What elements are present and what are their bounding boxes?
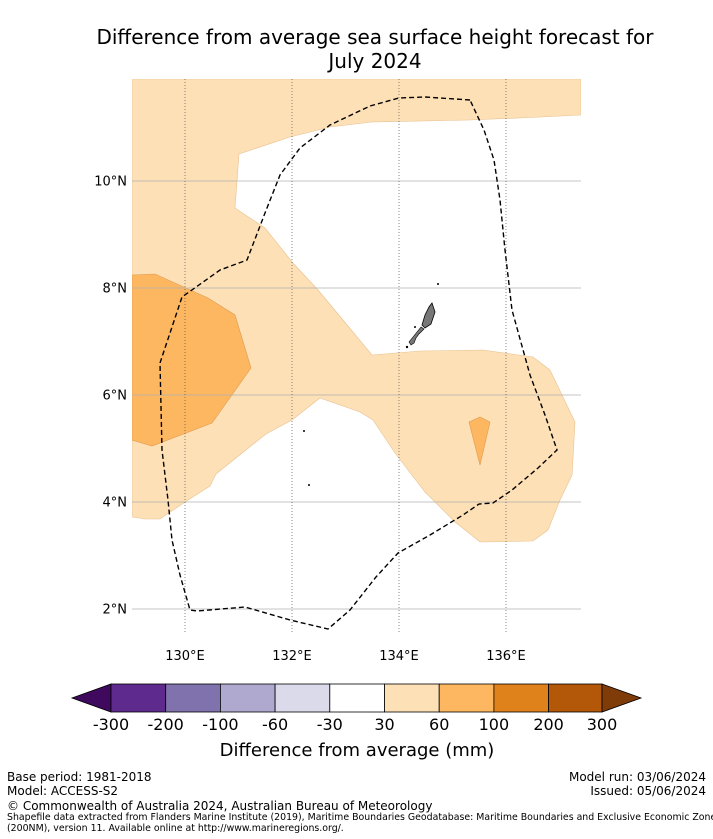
map-area <box>132 79 581 634</box>
lat-tick-label: 4°N <box>103 496 128 511</box>
island-chain <box>408 326 425 346</box>
issued-date: Issued: 05/06/2024 <box>590 784 706 798</box>
island-pulo-anna <box>308 484 310 486</box>
colorbar-segment <box>384 683 440 713</box>
island-sonsorol <box>303 430 305 432</box>
anomaly-30-60-north <box>132 79 581 543</box>
lat-tick-label: 2°N <box>103 603 128 618</box>
copyright: © Commonwealth of Australia 2024, Austra… <box>7 799 433 813</box>
colorbar-tick-labels: -300 -200 -100 -60 -30 30 60 100 200 300 <box>93 715 617 734</box>
lat-tick-label: 10°N <box>94 175 127 190</box>
shapefile-credit-line-2: (200NM), version 11. Available online at… <box>7 823 344 834</box>
base-period: Base period: 1981-2018 <box>7 770 152 784</box>
shapefile-credit-line-1: Shapefile data extracted from Flanders M… <box>7 812 713 823</box>
colorbar-tick: -60 <box>262 715 288 734</box>
lat-tick-label: 8°N <box>103 282 128 297</box>
colorbar-extend-low <box>70 683 112 713</box>
lat-axis-labels: 10°N 8°N 6°N 4°N 2°N <box>94 175 127 618</box>
colorbar-tick: -200 <box>148 715 184 734</box>
colorbar-tick: 30 <box>374 715 394 734</box>
island-small <box>414 326 416 328</box>
island-kayangel <box>437 283 439 285</box>
lat-tick-label: 6°N <box>103 389 128 404</box>
map-title-line-2: July 2024 <box>328 49 422 73</box>
colorbar-tick: 60 <box>429 715 449 734</box>
anomaly-60-100-east <box>468 416 491 466</box>
lon-tick-label: 134°E <box>379 649 419 664</box>
map-title-line-1: Difference from average sea surface heig… <box>96 25 654 49</box>
colorbar-tick: -100 <box>202 715 238 734</box>
colorbar-tick: 100 <box>479 715 510 734</box>
island-angaur <box>405 345 409 349</box>
colorbar-segment <box>438 683 495 713</box>
colorbar-tick: 300 <box>587 715 618 734</box>
island-babeldaob <box>421 302 436 329</box>
colorbar-tick: -300 <box>93 715 129 734</box>
colorbar-segment <box>165 683 221 713</box>
colorbar-segment <box>274 683 331 713</box>
colorbar-segment <box>329 683 385 713</box>
lon-tick-label: 130°E <box>165 649 205 664</box>
colorbar-tick: -30 <box>317 715 343 734</box>
meridians <box>184 79 507 634</box>
lon-axis-labels: 130°E 132°E 134°E 136°E <box>165 649 526 664</box>
colorbar-label: Difference from average (mm) <box>220 740 495 761</box>
colorbar <box>70 683 643 713</box>
colorbar-segment <box>219 683 276 713</box>
model-run-date: Model run: 03/06/2024 <box>568 770 706 784</box>
lon-tick-label: 132°E <box>272 649 312 664</box>
palau-islands <box>303 283 439 486</box>
lon-tick-label: 136°E <box>486 649 526 664</box>
colorbar-segment <box>110 683 167 713</box>
colorbar-segment <box>548 683 603 713</box>
colorbar-extend-high <box>601 683 643 713</box>
model-name: Model: ACCESS-S2 <box>7 784 119 798</box>
colorbar-tick: 200 <box>533 715 564 734</box>
colorbar-segment <box>493 683 549 713</box>
anomaly-60-100-west <box>132 273 252 447</box>
